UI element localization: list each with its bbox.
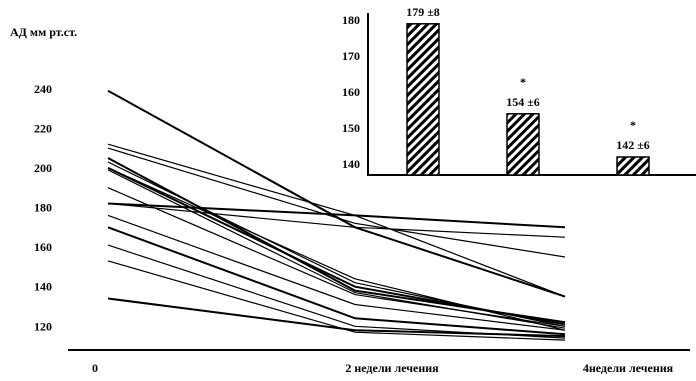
series-line [107, 169, 566, 329]
inset-bar-value-label: 154 ±6 [506, 95, 540, 109]
inset-y-tick-labels: 180 170 160 150 140 [342, 13, 360, 171]
inset-bar-value-label: 142 ±6 [616, 138, 650, 152]
series-line [107, 167, 566, 331]
inset-bar [406, 23, 440, 176]
line-chart: АД мм рт.ст. 240 220 200 180 160 140 120 0 2 не… [10, 25, 690, 375]
y-tick-label: 240 [34, 82, 52, 96]
series-line [107, 202, 566, 238]
x-tick-label: 0 [92, 361, 98, 375]
inset-bars: 179 ±8 154 ±6 * 142 ±6 * [406, 5, 650, 176]
y-axis-label: АД мм рт.ст. [10, 25, 77, 39]
y-tick-labels: 240 220 200 180 160 140 120 [34, 82, 52, 334]
y-tick-label: 200 [34, 161, 52, 175]
y-tick-label: 220 [34, 121, 52, 135]
series-line [107, 297, 566, 338]
inset-y-tick-label: 180 [342, 13, 360, 27]
significance-marker: * [520, 75, 526, 89]
x-tick-label: 2 недели лечения [345, 361, 439, 375]
inset-bar [506, 113, 540, 176]
series-line [107, 161, 566, 327]
series-line [107, 147, 566, 258]
inset-bar-chart: 180 170 160 150 140 179 ±8 154 ±6 * 142 ±6 * [342, 0, 696, 178]
y-tick-label: 140 [34, 280, 52, 294]
series-line [107, 187, 566, 327]
y-tick-label: 180 [34, 201, 52, 215]
inset-y-tick-label: 140 [342, 157, 360, 171]
series-line [107, 202, 566, 229]
series-line [107, 226, 566, 336]
inset-y-tick-label: 150 [342, 121, 360, 135]
inset-y-tick-label: 160 [342, 85, 360, 99]
x-tick-labels: 0 2 недели лечения 4недели лечения [92, 361, 674, 375]
inset-y-tick-label: 170 [342, 49, 360, 63]
y-tick-label: 120 [34, 319, 52, 333]
series-line [107, 260, 566, 341]
series-lines [107, 89, 566, 341]
y-tick-label: 160 [34, 240, 52, 254]
series-line [107, 214, 566, 331]
series-line [107, 244, 566, 339]
x-tick-label: 4недели лечения [583, 361, 674, 375]
inset-bar-value-label: 179 ±8 [406, 5, 440, 19]
inset-bar [616, 156, 650, 176]
significance-marker: * [630, 118, 636, 132]
